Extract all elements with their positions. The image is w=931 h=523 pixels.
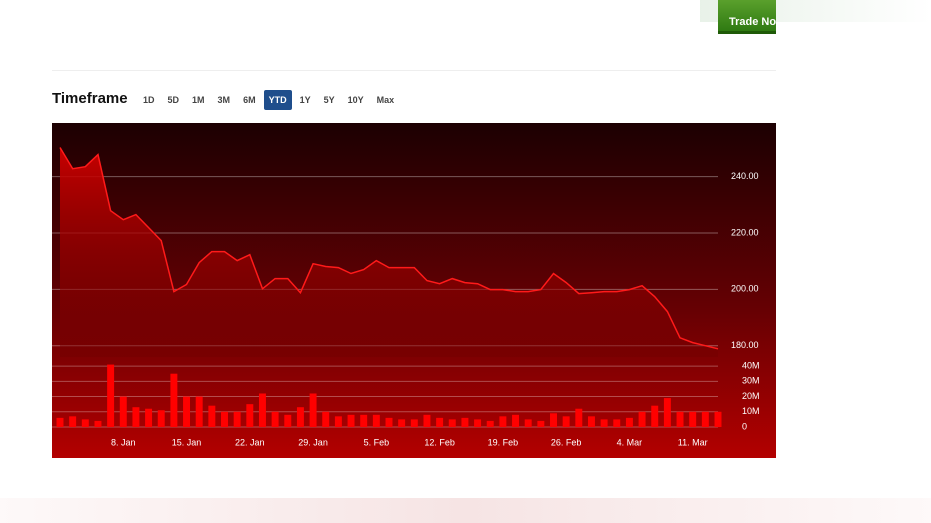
volume-bar <box>107 364 115 427</box>
volume-bar <box>486 420 494 427</box>
timeframe-option[interactable]: 1Y <box>299 95 311 105</box>
bottom-fade <box>0 498 931 523</box>
price-line <box>59 147 719 350</box>
volume-tick-label: 40M <box>742 360 760 370</box>
volume-bar <box>651 405 659 427</box>
trade-button[interactable]: Trade Now <box>718 0 776 34</box>
volume-bar <box>410 419 418 427</box>
volume-bar <box>119 396 127 427</box>
timeframe-option[interactable]: 5Y <box>323 95 335 105</box>
volume-bar <box>347 414 355 427</box>
x-tick-label: 4. Mar <box>617 437 643 447</box>
volume-tick-label: 0 <box>742 421 747 431</box>
trade-button-wrap: Trade Now <box>718 0 776 36</box>
volume-bar <box>537 420 545 427</box>
volume-bar <box>701 411 709 427</box>
volume-bar <box>663 398 671 427</box>
volume-bar <box>94 420 102 427</box>
timeframe-option[interactable]: Max <box>376 95 395 105</box>
volume-bar <box>296 407 304 427</box>
volume-bar <box>461 417 469 427</box>
volume-tick-label: 10M <box>742 406 760 416</box>
volume-bar <box>550 413 557 427</box>
volume-bar <box>56 417 64 427</box>
x-tick-label: 19. Feb <box>488 437 519 447</box>
volume-bar <box>436 417 444 427</box>
volume-bar <box>221 411 228 427</box>
volume-bar <box>398 419 406 427</box>
x-tick-label: 5. Feb <box>364 437 390 447</box>
x-tick-label: 26. Feb <box>551 437 582 447</box>
volume-bar <box>689 411 697 427</box>
volume-bar <box>360 414 368 427</box>
x-tick-label: 11. Mar <box>678 437 708 447</box>
volume-bar <box>372 414 380 427</box>
volume-bar <box>334 416 342 427</box>
volume-bar <box>183 396 191 427</box>
volume-bar <box>233 411 241 427</box>
volume-bar <box>575 408 583 427</box>
volume-tick-label: 30M <box>742 376 760 386</box>
y-tick-label: 240.00 <box>731 171 759 181</box>
timeframe-option[interactable]: 1D <box>143 95 155 105</box>
volume-bar <box>448 419 456 427</box>
volume-bar <box>587 416 595 427</box>
volume-bar <box>613 419 621 427</box>
volume-bar <box>524 419 532 427</box>
volume-bar <box>423 414 431 427</box>
volume-bar <box>499 416 507 427</box>
volume-bar <box>81 419 89 427</box>
volume-bar <box>322 411 330 427</box>
volume-tick-label: 20M <box>742 391 760 401</box>
y-tick-label: 220.00 <box>731 227 759 237</box>
volume-bar <box>512 414 520 427</box>
chart: 180.00 200.00 220.00 240.00 0 10M 20M 30M 40M 8. … <box>52 123 776 458</box>
x-tick-label: 8. Jan <box>111 437 136 447</box>
volume-bar <box>385 417 393 427</box>
volume-bar <box>676 411 684 427</box>
timeframe-option[interactable]: 5D <box>167 95 180 105</box>
volume-bar <box>132 407 140 427</box>
timeframe-title: Timeframe <box>52 90 128 107</box>
x-tick-label: 12. Feb <box>424 437 455 447</box>
volume-bar <box>145 408 153 427</box>
timeframe-options: 1D 5D 1M 3M 6M YTD 1Y 5Y 10Y Max <box>138 90 402 110</box>
price-area <box>60 147 718 357</box>
y-tick-label: 180.00 <box>731 340 759 350</box>
volume-bar <box>638 411 646 427</box>
x-tick-label: 22. Jan <box>235 437 265 447</box>
volume-bar <box>625 417 633 427</box>
x-tick-label: 15. Jan <box>172 437 202 447</box>
volume-bar <box>246 404 254 427</box>
volume-bar <box>271 411 279 427</box>
divider <box>52 70 776 71</box>
volume-bar <box>258 393 266 427</box>
timeframe-option[interactable]: 6M <box>243 95 256 105</box>
volume-bar <box>600 419 608 427</box>
timeframe-option[interactable]: 3M <box>217 95 231 105</box>
volume-bar <box>157 410 165 427</box>
timeframe-option[interactable]: YTD <box>263 90 292 110</box>
volume-bar <box>714 411 722 427</box>
timeframe-option[interactable]: 1M <box>192 95 205 105</box>
volume-bar <box>170 373 178 427</box>
y-tick-label: 200.00 <box>731 284 759 294</box>
volume-bar <box>474 419 482 427</box>
x-tick-label: 29. Jan <box>298 437 328 447</box>
volume-bar <box>562 416 570 427</box>
volume-bar <box>309 393 317 427</box>
volume-bar <box>284 414 292 427</box>
volume-bar <box>208 405 216 427</box>
volume-bar <box>69 416 77 427</box>
timeframe-option[interactable]: 10Y <box>347 95 364 105</box>
volume-bar <box>195 396 203 427</box>
